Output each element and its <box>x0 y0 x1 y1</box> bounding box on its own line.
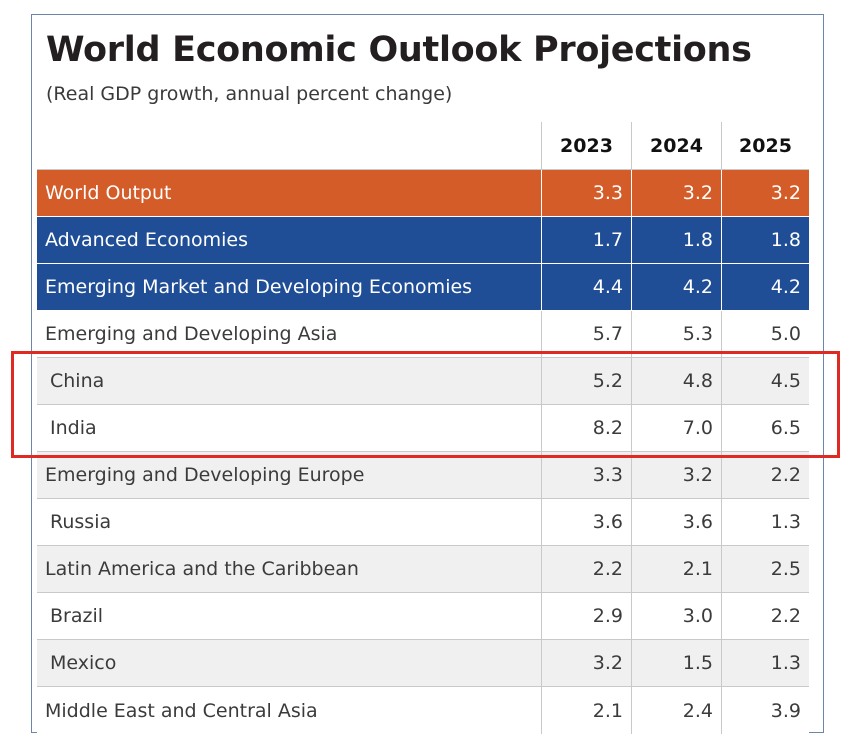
value-2024: 4.8 <box>631 358 721 404</box>
value-2025: 1.8 <box>721 217 809 263</box>
value-2023: 5.2 <box>541 358 631 404</box>
row-label: Latin America and the Caribbean <box>45 558 359 580</box>
value-2024: 3.2 <box>631 452 721 498</box>
value-2024: 1.5 <box>631 640 721 686</box>
value-2025: 1.3 <box>721 499 809 545</box>
value-2024: 5.3 <box>631 311 721 357</box>
table-row-mexico: Mexico 3.2 1.5 1.3 <box>37 640 809 687</box>
row-label: Middle East and Central Asia <box>45 699 318 722</box>
value-2023: 2.2 <box>541 546 631 592</box>
table-row-china: China 5.2 4.8 4.5 <box>37 358 809 405</box>
value-2024: 3.0 <box>631 593 721 639</box>
value-2024: 7.0 <box>631 405 721 451</box>
table-row-latin-america: Latin America and the Caribbean 2.2 2.1 … <box>37 546 809 593</box>
row-label: Advanced Economies <box>45 229 249 251</box>
table-row-world-output: World Output 3.3 3.2 3.2 <box>37 170 809 217</box>
value-2023: 3.2 <box>541 640 631 686</box>
value-2025: 5.0 <box>721 311 809 357</box>
table-row-brazil: Brazil 2.9 3.0 2.2 <box>37 593 809 640</box>
value-2025: 1.3 <box>721 640 809 686</box>
value-2023: 3.3 <box>541 170 631 216</box>
value-2023: 3.3 <box>541 452 631 498</box>
column-header-2024: 2024 <box>631 122 721 169</box>
table-row-india: India 8.2 7.0 6.5 <box>37 405 809 452</box>
value-2025: 3.9 <box>721 687 809 734</box>
row-label: Mexico <box>50 652 117 674</box>
value-2023: 3.6 <box>541 499 631 545</box>
value-2025: 6.5 <box>721 405 809 451</box>
row-label: Brazil <box>50 605 104 627</box>
value-2023: 5.7 <box>541 311 631 357</box>
value-2024: 3.2 <box>631 170 721 216</box>
value-2023: 4.4 <box>541 264 631 310</box>
page-subtitle: (Real GDP growth, annual percent change) <box>46 83 453 105</box>
row-label: Emerging and Developing Asia <box>45 323 338 345</box>
page-title: World Economic Outlook Projections <box>46 30 752 70</box>
header-label-cell <box>37 122 541 169</box>
value-2023: 2.1 <box>541 687 631 734</box>
value-2023: 2.9 <box>541 593 631 639</box>
row-label: World Output <box>45 182 172 204</box>
value-2025: 4.2 <box>721 264 809 310</box>
value-2024: 2.1 <box>631 546 721 592</box>
value-2024: 4.2 <box>631 264 721 310</box>
row-label: China <box>50 370 105 392</box>
value-2025: 4.5 <box>721 358 809 404</box>
row-label: Emerging Market and Developing Economies <box>45 276 473 298</box>
value-2025: 2.2 <box>721 452 809 498</box>
row-label: India <box>50 417 97 439</box>
table-header-row: 2023 2024 2025 <box>37 122 809 170</box>
row-label: Emerging and Developing Europe <box>45 464 365 486</box>
table-row-advanced-economies: Advanced Economies 1.7 1.8 1.8 <box>37 217 809 264</box>
table-row-emerging-europe: Emerging and Developing Europe 3.3 3.2 2… <box>37 452 809 499</box>
row-label: Russia <box>50 511 112 533</box>
value-2024: 1.8 <box>631 217 721 263</box>
value-2023: 1.7 <box>541 217 631 263</box>
value-2024: 2.4 <box>631 687 721 734</box>
value-2024: 3.6 <box>631 499 721 545</box>
column-header-2025: 2025 <box>721 122 809 169</box>
table-row-russia: Russia 3.6 3.6 1.3 <box>37 499 809 546</box>
column-header-2023: 2023 <box>541 122 631 169</box>
value-2025: 3.2 <box>721 170 809 216</box>
value-2023: 8.2 <box>541 405 631 451</box>
table-row-emerging-asia: Emerging and Developing Asia 5.7 5.3 5.0 <box>37 311 809 358</box>
projections-table: 2023 2024 2025 World Output 3.3 3.2 3.2 … <box>37 122 809 734</box>
value-2025: 2.5 <box>721 546 809 592</box>
table-row-emerging-market: Emerging Market and Developing Economies… <box>37 264 809 311</box>
value-2025: 2.2 <box>721 593 809 639</box>
table-row-middle-east: Middle East and Central Asia 2.1 2.4 3.9 <box>37 687 809 734</box>
